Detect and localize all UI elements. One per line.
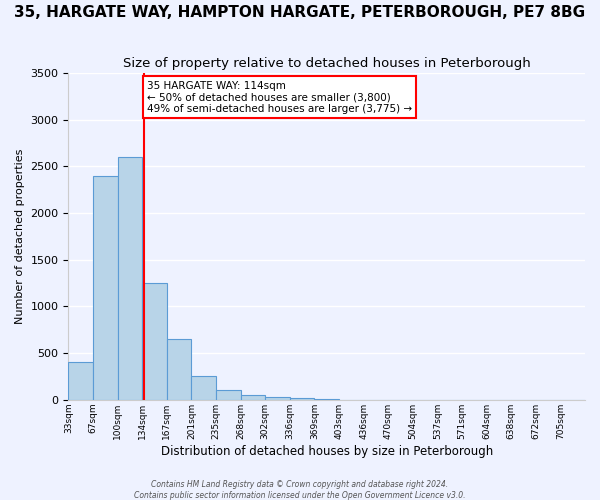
Bar [68,362,93,400]
Bar [191,376,216,400]
X-axis label: Distribution of detached houses by size in Peterborough: Distribution of detached houses by size … [161,444,493,458]
Bar [241,394,265,400]
Bar [167,339,191,400]
Text: 35, HARGATE WAY, HAMPTON HARGATE, PETERBOROUGH, PE7 8BG: 35, HARGATE WAY, HAMPTON HARGATE, PETERB… [14,5,586,20]
Bar [142,283,167,400]
Bar [216,390,241,400]
Text: Contains HM Land Registry data © Crown copyright and database right 2024.
Contai: Contains HM Land Registry data © Crown c… [134,480,466,500]
Bar [290,398,314,400]
Title: Size of property relative to detached houses in Peterborough: Size of property relative to detached ho… [123,58,530,70]
Bar [93,176,118,400]
Text: 35 HARGATE WAY: 114sqm
← 50% of detached houses are smaller (3,800)
49% of semi-: 35 HARGATE WAY: 114sqm ← 50% of detached… [146,80,412,114]
Bar [118,157,142,400]
Y-axis label: Number of detached properties: Number of detached properties [15,148,25,324]
Bar [265,397,290,400]
